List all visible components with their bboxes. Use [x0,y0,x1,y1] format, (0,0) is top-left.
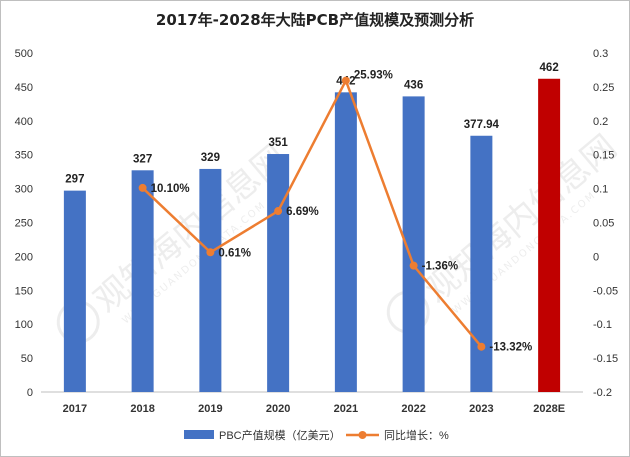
bar [199,168,222,392]
bar-data-label: 297 [65,174,84,186]
line-point [274,207,283,216]
y-right-tick-label: 0.25 [593,82,614,94]
line-point [477,342,486,351]
y-right-tick-label: 0.2 [593,116,608,128]
y-right-tick-label: -0.2 [593,387,612,399]
bar-data-label: 351 [269,137,289,149]
y-left-tick-label: 300 [15,184,33,196]
y-left-tick-label: 200 [15,251,33,263]
bar-data-label: 377.94 [464,119,500,131]
bar [470,135,493,392]
legend-swatch-bar [184,430,214,439]
line-data-label: 0.61% [218,247,251,259]
bar-data-label: 329 [201,152,220,164]
line-data-label: 25.93% [354,70,393,82]
bar [334,92,357,392]
bar [538,78,561,392]
y-left-tick-label: 250 [15,218,33,230]
x-tick-label: 2018 [130,403,154,415]
x-tick-label: 2028E [533,403,565,415]
bar-data-label: 436 [404,79,423,91]
line-data-label: 6.69% [286,206,319,218]
y-right-tick-label: 0.1 [593,184,608,196]
legend-swatch-marker [358,431,367,439]
y-right-tick-label: 0.3 [593,48,608,60]
y-left-tick-label: 350 [15,150,33,162]
legend-label-bar: PBC产值规模（亿美元） [219,428,341,442]
y-left-tick-label: 400 [15,116,33,128]
x-tick-label: 2020 [266,403,290,415]
bar-data-label: 327 [133,153,152,165]
line-point [206,248,215,257]
line-data-label: -13.32% [489,342,532,354]
growth-line [141,79,483,348]
legend-label-line: 同比增长：% [384,428,449,442]
y-left-tick-label: 450 [15,82,33,94]
x-tick-label: 2019 [198,403,222,415]
y-left-tick-label: 150 [15,285,33,297]
y-left-tick-label: 500 [15,48,33,60]
y-left-tick-label: 100 [15,319,33,331]
x-tick-label: 2021 [334,403,358,415]
line-point [409,261,418,270]
bar [63,190,86,392]
line-point [341,76,350,85]
watermark-text: 观知海内信息网 [87,137,295,321]
y-right-tick-label: -0.05 [593,285,618,297]
bar-data-label: 462 [540,62,559,74]
y-right-tick-label: -0.15 [593,353,618,365]
chart-title: 2017年-2028年大陆PCB产值规模及预测分析 [156,11,474,29]
x-tick-label: 2022 [401,403,425,415]
line-data-label: 10.10% [151,183,190,195]
bar [267,154,290,392]
y-right-tick-label: 0 [593,251,599,263]
y-left-tick-label: 50 [21,353,33,365]
y-left-tick-label: 0 [27,387,33,399]
y-right-tick-label: 0.05 [593,218,614,230]
x-tick-label: 2023 [469,403,493,415]
x-tick-label: 2017 [63,403,87,415]
y-right-tick-label: -0.1 [593,319,612,331]
bar [402,96,425,392]
bar [131,170,154,392]
line-series: 10.10% 0.61% 6.69% 25.93% -1.36% -13.32% [138,70,532,354]
line-data-label: -1.36% [422,261,458,273]
y-right-tick-label: 0.15 [593,150,614,162]
axes: 0 50 100 150 200 250 300 350 400 450 500 -0.2 -0.15 -… [15,48,618,415]
line-point [138,183,147,192]
legend: PBC产值规模（亿美元） 同比增长：% [184,428,449,442]
